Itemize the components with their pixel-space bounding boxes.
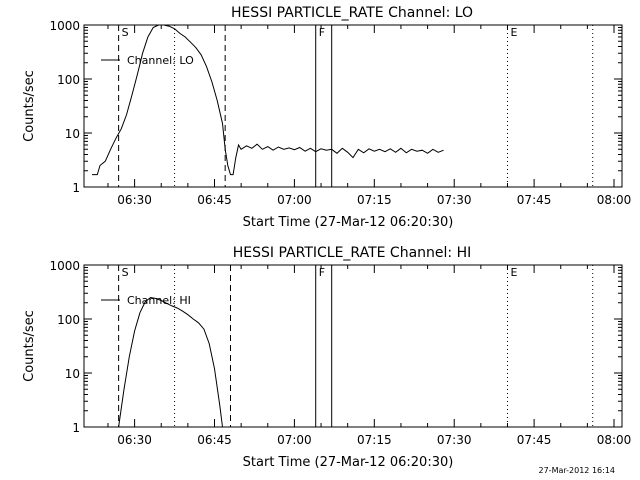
lo-channel-panel: HESSI PARTICLE_RATE Channel: LO Start Ti…: [22, 5, 631, 230]
hi-rate-series-line: [118, 296, 223, 428]
lo-y-tick-label: 100: [57, 73, 80, 87]
hi-x-tick-label: 07:15: [357, 433, 392, 447]
hi-x-tick-label: 06:45: [197, 433, 232, 447]
lo-y-tick-label: 1000: [49, 19, 80, 33]
lo-x-tick-label: 08:00: [597, 193, 632, 207]
hi-x-tick-label: 07:00: [277, 433, 312, 447]
lo-y-tick-label: 1: [72, 181, 80, 195]
hi-y-axis-label: Counts/sec: [22, 310, 37, 382]
hi-y-tick-label: 1: [72, 421, 80, 435]
lo-y-axis-label: Counts/sec: [22, 70, 37, 142]
lo-marker-label: S: [122, 26, 129, 39]
hi-marker-label: F: [319, 266, 325, 279]
lo-x-tick-label: 07:00: [277, 193, 312, 207]
hi-x-axis-label: Start Time (27-Mar-12 06:20:30): [243, 455, 454, 470]
lo-x-axis-label: Start Time (27-Mar-12 06:20:30): [243, 215, 454, 230]
hi-x-tick-label: 07:30: [437, 433, 472, 447]
hi-x-tick-label: 07:45: [517, 433, 552, 447]
hi-x-tick-label: 06:30: [117, 433, 152, 447]
hi-channel-panel: HESSI PARTICLE_RATE Channel: HI Start Ti…: [22, 245, 631, 470]
lo-marker-label: E: [510, 26, 517, 39]
hi-plot-frame: [83, 264, 623, 428]
hi-marker-label: S: [122, 266, 129, 279]
hi-y-tick-label: 10: [65, 367, 80, 381]
lo-rate-series-line: [92, 24, 444, 176]
lo-plot-frame: [83, 24, 623, 188]
hi-chart-title: HESSI PARTICLE_RATE Channel: HI: [233, 245, 471, 261]
hi-y-tick-label: 1000: [49, 259, 80, 273]
hi-legend-label: Channel: HI: [127, 294, 191, 307]
lo-x-tick-label: 07:45: [517, 193, 552, 207]
lo-legend-label: Channel: LO: [127, 54, 194, 67]
lo-x-tick-label: 07:30: [437, 193, 472, 207]
lo-x-tick-label: 06:45: [197, 193, 232, 207]
hi-y-tick-label: 100: [57, 313, 80, 327]
generation-timestamp: 27-Mar-2012 16:14: [539, 466, 616, 475]
lo-marker-label: F: [319, 26, 325, 39]
lo-chart-title: HESSI PARTICLE_RATE Channel: LO: [231, 5, 473, 21]
lo-y-tick-label: 10: [65, 127, 80, 141]
lo-x-tick-label: 07:15: [357, 193, 392, 207]
lo-x-tick-label: 06:30: [117, 193, 152, 207]
hi-x-tick-label: 08:00: [597, 433, 632, 447]
hi-marker-label: E: [510, 266, 517, 279]
